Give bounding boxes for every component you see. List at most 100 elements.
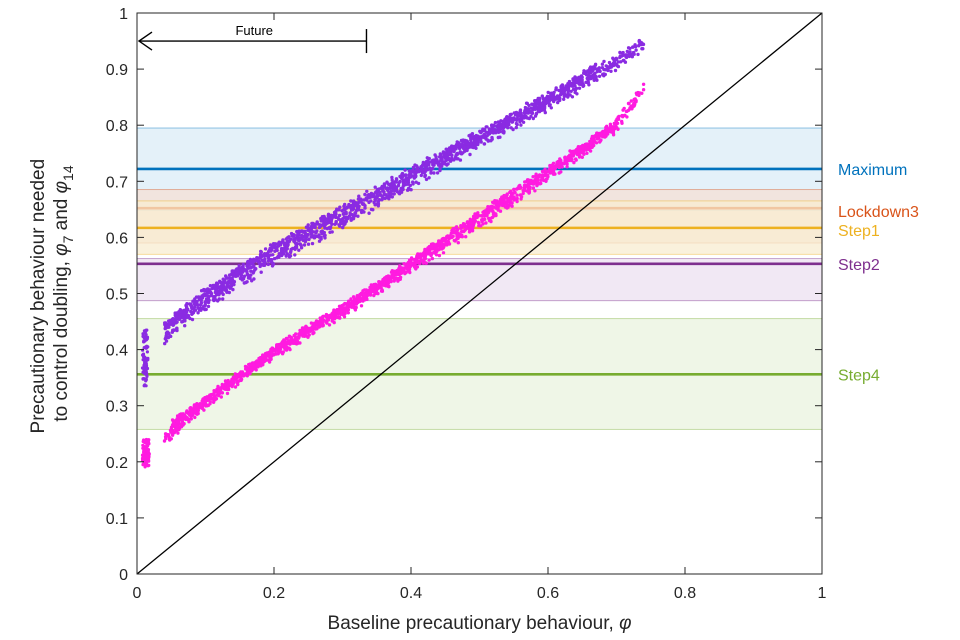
data-point [385,180,389,184]
data-point [408,183,412,188]
data-point [536,176,540,180]
data-point [381,188,385,193]
data-point [441,251,446,255]
data-point [367,211,371,215]
data-point [426,160,430,165]
data-point [445,235,450,239]
data-point [332,308,336,312]
data-point [195,299,199,304]
data-point [438,168,442,173]
data-point [373,185,377,189]
data-point [595,136,600,141]
data-point [204,307,208,312]
data-point [598,140,602,144]
data-point [190,409,194,413]
data-point [439,162,443,166]
data-point [391,184,396,188]
data-point [549,93,554,97]
data-point [293,339,297,344]
data-point [284,344,288,349]
data-point [587,143,592,147]
data-point [522,186,527,190]
data-point [349,208,354,212]
data-point [369,207,374,212]
data-point [468,152,472,157]
data-point [249,363,253,367]
data-point [202,408,206,412]
data-point [362,293,367,298]
data-point [227,281,231,285]
data-point [375,194,380,198]
data-point [564,84,568,88]
data-point [408,270,412,275]
data-point [231,281,235,285]
data-point [528,185,532,190]
data-point [189,309,193,314]
data-point [611,133,616,137]
data-point [595,78,599,82]
data-point [299,233,304,238]
data-point [338,316,342,320]
data-point [592,74,596,78]
data-point [534,172,538,176]
data-point [341,208,346,212]
data-point [344,210,348,214]
data-point [630,107,634,111]
data-point [231,381,236,385]
data-point [187,412,191,416]
data-point [176,431,180,435]
data-point [595,131,599,135]
data-point [356,197,361,201]
data-point [416,181,421,186]
data-point [492,124,496,128]
data-point [144,333,148,337]
data-point [510,204,514,208]
data-point [284,249,288,253]
data-point [266,262,270,267]
data-point [551,172,556,176]
data-point [629,99,633,103]
data-point [565,158,569,162]
data-point [427,258,431,262]
data-point [189,417,193,421]
data-point [592,138,596,142]
data-point [570,95,575,99]
data-point [447,151,451,155]
data-point [617,114,621,119]
data-point [344,219,348,223]
data-point [234,271,239,275]
data-point [221,292,225,297]
data-point [180,417,184,421]
data-point [490,135,494,140]
data-point [626,46,631,50]
data-point [334,221,338,225]
data-point [255,359,259,363]
data-point [334,209,338,214]
data-point [625,109,629,113]
data-point [147,442,151,446]
data-point [193,304,197,309]
data-point [575,92,579,96]
data-point [621,115,625,119]
data-point [632,52,636,56]
data-point [422,250,426,254]
data-point [603,72,607,77]
data-point [141,439,145,444]
scatter-points [140,38,646,469]
data-point [397,181,401,185]
data-point [451,234,455,238]
data-point [467,134,471,138]
data-point [284,340,289,345]
data-point [406,180,411,185]
band-label-step2: Step2 [838,257,880,274]
data-point [171,323,175,327]
data-point [345,215,349,220]
data-point [300,331,305,336]
data-point [574,86,579,91]
data-point [175,420,180,424]
data-point [234,268,238,272]
data-point [242,372,246,376]
data-point [421,160,425,165]
data-point [622,106,626,111]
data-point [263,358,267,362]
